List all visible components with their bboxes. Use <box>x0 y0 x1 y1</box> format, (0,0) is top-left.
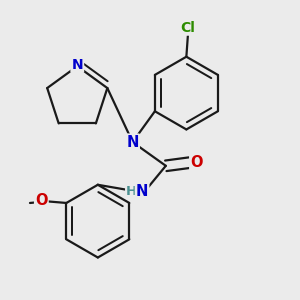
Text: N: N <box>136 184 148 199</box>
Text: N: N <box>71 58 83 72</box>
Text: O: O <box>190 155 203 170</box>
Text: Cl: Cl <box>181 21 195 34</box>
Text: H: H <box>126 184 137 198</box>
Text: N: N <box>126 135 139 150</box>
Text: O: O <box>35 193 48 208</box>
